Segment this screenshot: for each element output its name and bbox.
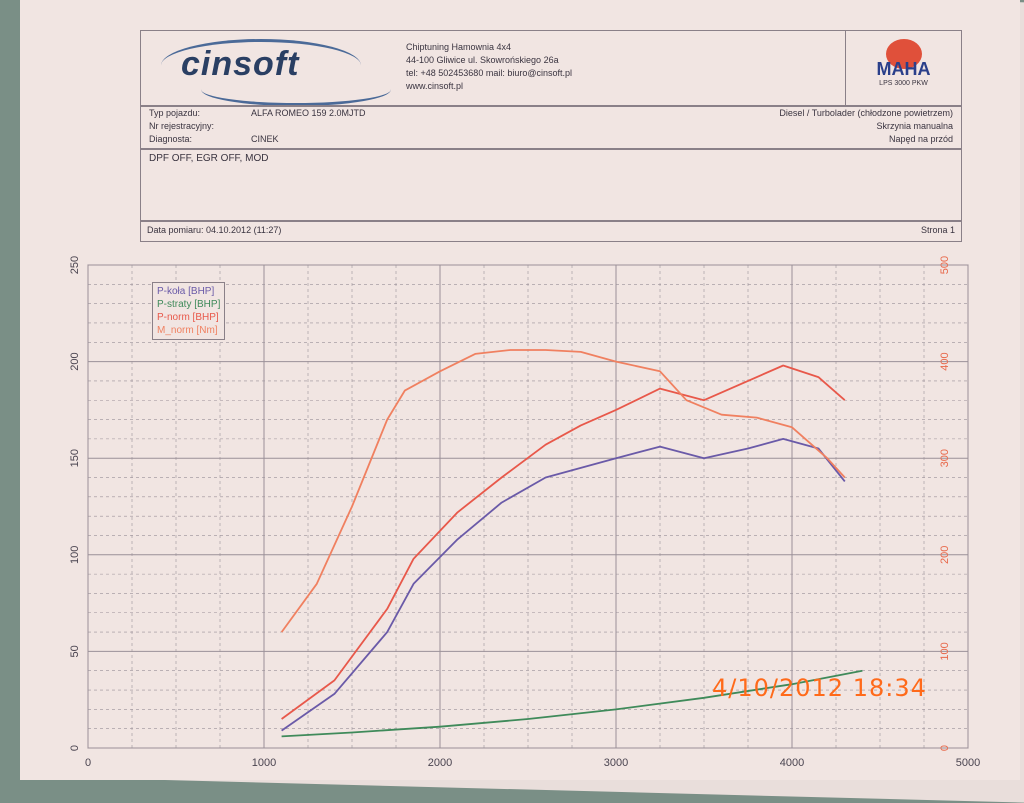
series-line-1 [281, 669, 863, 738]
diagnostician: CINEK [251, 134, 279, 144]
logo-swoosh [161, 39, 361, 92]
x-tick-label: 0 [85, 757, 91, 768]
gearbox: Skrzynia manualna [876, 121, 953, 131]
measurement-date: Data pomiaru: 04.10.2012 (11:27) [147, 225, 282, 235]
dyno-chart: 0 1000 2000 3000 4000 5000 0 50 100 150 200 250 0 100… [69, 256, 980, 768]
address-line: tel: +48 502453680 mail: biuro@cinsoft.p… [406, 68, 572, 78]
logo-swoosh [201, 73, 391, 106]
notes-text: DPF OFF, EGR OFF, MOD [149, 153, 269, 164]
address-line: www.cinsoft.pl [406, 81, 464, 91]
y2-tick-label: 300 [939, 449, 951, 467]
engine-type: Diesel / Turbolader (chłodzone powietrze… [779, 108, 953, 118]
cinsoft-logo: cinsoft [181, 45, 300, 83]
series-line-0 [281, 438, 846, 732]
page-number: Strona 1 [920, 225, 955, 235]
x-tick-label: 4000 [780, 757, 804, 768]
y-tick-label: 50 [69, 645, 81, 657]
vehicle-type: ALFA ROMEO 159 2.0MJTD [251, 108, 366, 118]
x-tick-label: 5000 [956, 757, 980, 768]
x-tick-label: 2000 [428, 757, 452, 768]
y-tick-label: 100 [69, 546, 81, 564]
camera-date-stamp: 4/10/2012 18:34 [712, 674, 927, 702]
y2-tick-label: 100 [939, 642, 951, 660]
legend-p-straty: P-straty [BHP] [157, 299, 221, 310]
measurement-row: Data pomiaru: 04.10.2012 (11:27) Strona … [140, 220, 962, 242]
vehicle-info: Typ pojazdu: ALFA ROMEO 159 2.0MJTD Nr r… [140, 105, 962, 150]
address-line: Chiptuning Hamownia 4x4 [406, 42, 512, 52]
y-tick-label: 0 [69, 745, 81, 751]
series-line-3 [280, 349, 846, 633]
drive: Napęd na przód [888, 134, 953, 144]
y-tick-label: 250 [69, 256, 81, 274]
legend-p-norm: P-norm [BHP] [157, 312, 219, 323]
x-tick-label: 1000 [252, 757, 276, 768]
x-tick-label: 3000 [604, 757, 628, 768]
y-tick-label: 200 [69, 352, 81, 370]
company-address: Chiptuning Hamownia 4x4 44-100 Gliwice u… [406, 41, 572, 93]
y2-tick-label: 200 [939, 546, 951, 564]
dyno-model: LPS 3000 PKW [879, 80, 928, 87]
chart-legend: P-koła [BHP] P-straty [BHP] P-norm [BHP]… [152, 282, 226, 340]
y2-tick-label: 500 [939, 256, 951, 274]
legend-p-kola: P-koła [BHP] [157, 286, 215, 297]
maha-emblem-icon [885, 39, 922, 69]
legend-m-norm: M_norm [Nm] [157, 325, 218, 336]
label: Diagnosta: [149, 134, 193, 144]
dyno-report-sheet: cinsoft Chiptuning Hamownia 4x4 44-100 G… [20, 0, 1020, 780]
address-line: 44-100 Gliwice ul. Skowrońskiego 26a [406, 55, 559, 65]
notes: DPF OFF, EGR OFF, MOD [140, 148, 962, 222]
maha-logo: MAHA LPS 3000 PKW [845, 31, 961, 106]
y-tick-label: 150 [69, 449, 81, 467]
maha-brand: MAHA [876, 59, 931, 79]
report-header: cinsoft Chiptuning Hamownia 4x4 44-100 G… [140, 30, 962, 107]
y2-tick-label: 400 [939, 352, 951, 370]
label: Typ pojazdu: [149, 108, 201, 118]
y2-tick-label: 0 [939, 745, 951, 751]
label: Nr rejestracyjny: [149, 121, 215, 131]
series-line-2 [281, 364, 846, 720]
